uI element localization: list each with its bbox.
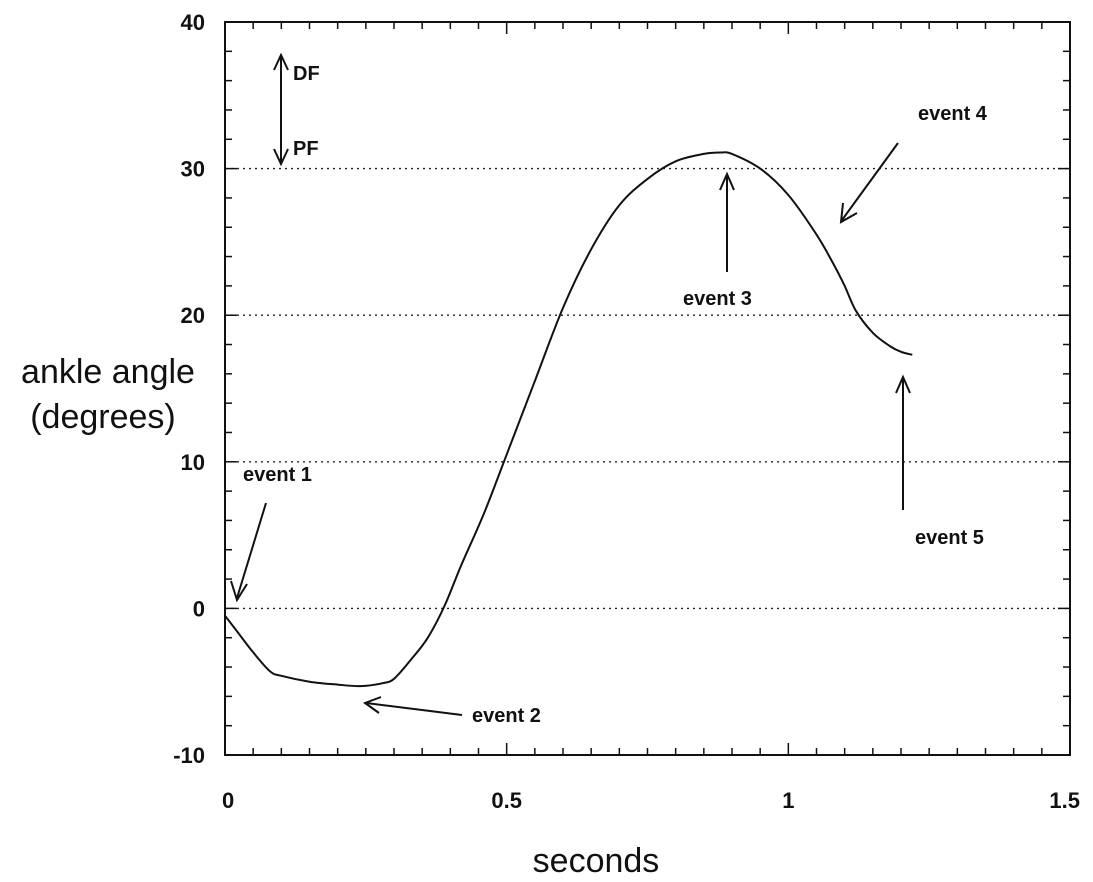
x-tick-label: 1 <box>782 788 794 813</box>
event-1-label: event 1 <box>243 464 312 486</box>
y-tick-label: 20 <box>181 303 205 328</box>
tick-labels: -10 0 10 20 30 40 0 0.5 1 1.5 <box>173 10 1080 813</box>
x-axis-title: seconds <box>533 842 660 880</box>
y-axis-title-line1: ankle angle <box>21 353 195 391</box>
y-tick-label: -10 <box>173 743 205 768</box>
axis-ticks <box>224 21 1071 756</box>
y-axis-title-line2: (degrees) <box>30 398 176 436</box>
y-tick-label: 0 <box>193 596 205 621</box>
y-tick-label: 40 <box>181 10 205 35</box>
ankle-angle-series-line <box>224 151 913 688</box>
y-tick-label: 10 <box>181 450 205 475</box>
event-2-arrow <box>362 696 463 716</box>
x-tick-label: 1.5 <box>1049 788 1080 813</box>
event-5-arrow <box>895 374 911 510</box>
event-2-label: event 2 <box>472 705 541 727</box>
df-label: DF <box>293 63 320 85</box>
event-4-arrow <box>839 142 899 224</box>
event-1-arrow <box>230 502 267 603</box>
event-3-label: event 3 <box>683 288 752 310</box>
event-4-label: event 4 <box>918 103 988 125</box>
df-pf-arrow <box>273 52 289 167</box>
event-5-label: event 5 <box>915 527 984 549</box>
plot-frame <box>224 21 1071 756</box>
y-tick-label: 30 <box>181 157 205 182</box>
x-tick-label: 0.5 <box>491 788 522 813</box>
pf-label: PF <box>293 138 319 160</box>
x-tick-label: 0 <box>222 788 234 813</box>
event-3-arrow <box>719 171 735 272</box>
